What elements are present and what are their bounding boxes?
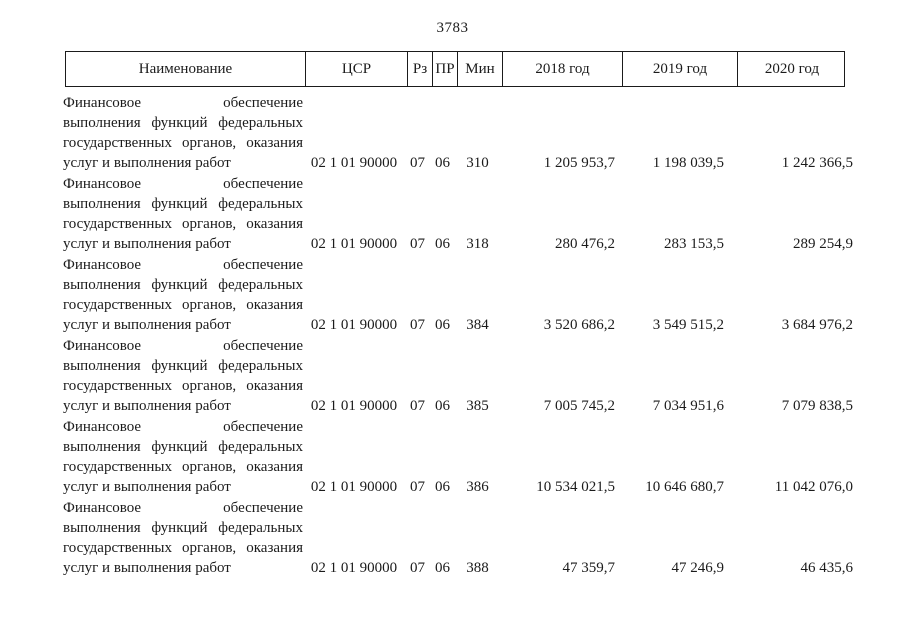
row-pr-cell: 06 <box>435 560 450 576</box>
table-row: Финансовое обеспечение выполнения функци… <box>63 174 853 254</box>
row-2019-cell: 283 153,5 <box>664 236 724 252</box>
row-csr-cell: 02 1 01 90000 <box>310 155 398 171</box>
header-2020: 2020 год <box>764 61 820 77</box>
row-2019-cell: 47 246,9 <box>671 560 725 576</box>
row-2018-cell: 280 476,2 <box>555 236 615 252</box>
table-row: Финансовое обеспечение выполнения функци… <box>63 417 853 497</box>
page-number: 3783 <box>436 20 469 36</box>
row-name-cell: Финансовое обеспечение выполнения функци… <box>63 176 303 252</box>
row-name-cell: Финансовое обеспечение выполнения функци… <box>63 419 303 495</box>
table-body: Финансовое обеспечение выполнения функци… <box>63 93 853 578</box>
header-min: Мин <box>458 52 503 86</box>
row-rz-cell: 07 <box>410 560 425 576</box>
row-csr-cell: 02 1 01 90000 <box>310 560 398 576</box>
row-min-cell: 384 <box>466 317 489 333</box>
row-2020-cell: 46 435,6 <box>800 560 854 576</box>
table-header-row: Наименование ЦСР Рз ПР Мин 2018 год 2019… <box>65 51 845 87</box>
row-2018-cell: 10 534 021,5 <box>536 479 615 495</box>
header-pr: ПР <box>433 52 458 86</box>
row-name-cell: Финансовое обеспечение выполнения функци… <box>63 95 303 171</box>
row-2020-cell: 7 079 838,5 <box>781 398 853 414</box>
row-2018-cell: 1 205 953,7 <box>543 155 615 171</box>
row-rz-cell: 07 <box>410 236 425 252</box>
row-rz-cell: 07 <box>410 398 425 414</box>
header-2018: 2018 год <box>503 52 623 86</box>
row-2020-cell: 11 042 076,0 <box>774 479 853 495</box>
row-pr-cell: 06 <box>435 317 450 333</box>
row-name-cell: Финансовое обеспечение выполнения функци… <box>63 257 303 333</box>
row-2018-cell: 47 359,7 <box>562 560 616 576</box>
row-min-cell: 385 <box>466 398 489 414</box>
header-csr: ЦСР <box>306 52 408 86</box>
row-rz-cell: 07 <box>410 155 425 171</box>
row-csr-cell: 02 1 01 90000 <box>310 479 398 495</box>
row-csr-cell: 02 1 01 90000 <box>310 317 398 333</box>
table-row: Финансовое обеспечение выполнения функци… <box>63 93 853 173</box>
header-name: Наименование <box>66 52 306 86</box>
row-2020-cell: 289 254,9 <box>793 236 853 252</box>
row-pr-cell: 06 <box>435 236 450 252</box>
row-min-cell: 386 <box>466 479 489 495</box>
header-rz: Рз <box>408 52 433 86</box>
row-min-cell: 388 <box>466 560 489 576</box>
row-2019-cell: 7 034 951,6 <box>652 398 724 414</box>
row-2018-cell: 3 520 686,2 <box>543 317 615 333</box>
row-min-cell: 318 <box>466 236 489 252</box>
row-2019-cell: 10 646 680,7 <box>645 479 724 495</box>
row-2019-cell: 3 549 515,2 <box>652 317 724 333</box>
row-rz-cell: 07 <box>410 317 425 333</box>
row-2018-cell: 7 005 745,2 <box>543 398 615 414</box>
header-2019: 2019 год <box>623 52 738 86</box>
row-csr-cell: 02 1 01 90000 <box>310 398 398 414</box>
row-csr-cell: 02 1 01 90000 <box>310 236 398 252</box>
row-pr-cell: 06 <box>435 479 450 495</box>
row-rz-cell: 07 <box>410 479 425 495</box>
row-2019-cell: 1 198 039,5 <box>652 155 724 171</box>
row-pr-cell: 06 <box>435 155 450 171</box>
row-2020-cell: 1 242 366,5 <box>781 155 853 171</box>
table-row: Финансовое обеспечение выполнения функци… <box>63 498 853 578</box>
table-row: Финансовое обеспечение выполнения функци… <box>63 336 853 416</box>
row-pr-cell: 06 <box>435 398 450 414</box>
row-min-cell: 310 <box>466 155 489 171</box>
row-2020-cell: 3 684 976,2 <box>781 317 853 333</box>
table-row: Финансовое обеспечение выполнения функци… <box>63 255 853 335</box>
row-name-cell: Финансовое обеспечение выполнения функци… <box>63 338 303 414</box>
row-name-cell: Финансовое обеспечение выполнения функци… <box>63 500 303 576</box>
